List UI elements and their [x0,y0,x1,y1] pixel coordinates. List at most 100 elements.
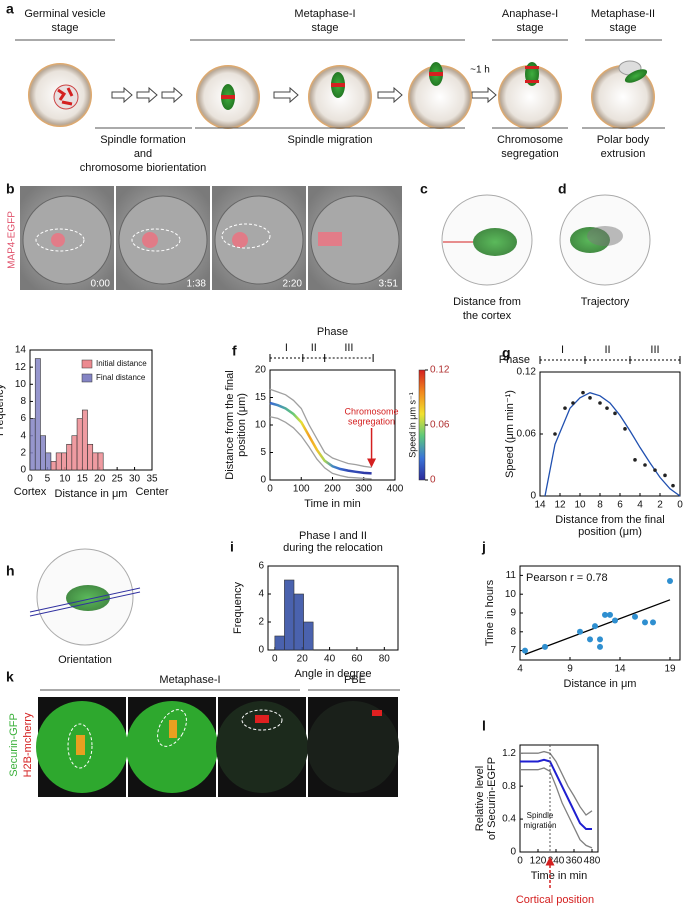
x-tick-label: 30 [129,474,141,485]
y-tick-label: 8 [20,396,26,407]
line [520,750,593,816]
bar [76,418,83,471]
stage-title: stage [610,22,637,34]
bar [55,452,62,471]
panel-c: Distance from the cortex [441,194,533,322]
y-tick-label: 8 [510,626,516,637]
y-tick-label: 0 [20,465,26,476]
point [667,578,673,585]
point [623,427,627,431]
point [581,390,585,395]
axis-end-label: Center [135,486,168,498]
point [612,617,618,624]
axis-end-label: Cortex [14,486,47,498]
x-tick-label: 20 [94,474,106,485]
caption: Orientation [58,654,112,666]
x-tick-label: 240 [548,856,565,867]
phase-label: I [285,342,288,354]
y-tick-label: 15 [255,392,267,403]
point [597,636,603,643]
panel-letter: j [481,539,486,555]
point [588,396,592,400]
x-tick-label: 100 [293,484,310,495]
arrows [111,86,497,104]
phase-label: III [650,344,659,356]
fit-line [544,392,681,497]
panel-letter: i [230,539,234,555]
y-tick-label: 0 [510,847,516,858]
y-tick-label: 0.8 [502,781,516,792]
process-label: Spindle formation [100,134,186,146]
phase-label: II [311,342,317,354]
x-tick-label: 480 [584,856,601,867]
channel-label: Securin-GFP [8,713,20,777]
line [269,388,372,469]
x-axis-label: Time in min [531,870,587,882]
y-tick-label: 0 [260,475,266,486]
y-tick-label: 0.06 [517,429,537,440]
y-tick-label: 10 [505,589,517,600]
y-tick-label: 6 [258,561,264,572]
x-tick-label: 6 [617,500,623,511]
axis-line [29,587,141,613]
point [598,401,602,405]
annotation: Chromosome [345,406,399,416]
timestamp: 0:00 [91,279,111,290]
line [520,767,593,849]
point [607,611,613,618]
trajectory [587,226,623,246]
panel-letter: d [558,181,567,197]
process-label: Polar body [597,134,650,146]
spindle [624,69,648,83]
bar [274,635,285,651]
x-tick-label: 35 [146,474,158,485]
timestamp: 3:51 [379,279,399,290]
point [605,406,609,410]
chromosomes [525,66,539,69]
panel-d: Trajectory [559,194,651,308]
bar [97,452,104,471]
x-tick-label: 8 [597,500,603,511]
x-axis-label: Distance in μm [564,678,637,690]
axis-line [29,591,141,617]
stage-title: Anaphase-I [502,8,558,20]
point [650,619,656,626]
bar [284,579,295,651]
line [520,758,592,830]
x-tick-label: 2 [657,500,663,511]
x-tick-label: 200 [324,484,341,495]
annotation: Pearson r = 0.78 [526,572,608,584]
phase-title: Phase [317,326,348,338]
point [653,468,657,472]
bar [45,452,52,471]
colorbar-label: Speed in μm s⁻¹ [407,392,417,457]
phase-label: I [561,344,564,356]
chromosomes [57,87,74,106]
x-tick-label: 12 [554,500,566,511]
x-tick-label: 60 [351,654,363,665]
marker-label: MAP4-EGFP [7,211,18,269]
process-label: extrusion [601,148,646,160]
bar [71,435,78,471]
y-tick-label: 0.12 [517,367,537,378]
panel-b: MAP4-EGFP 0:00 1:38 2:20 3:51 [7,186,402,290]
axes-frame [267,565,399,651]
panel-letter: a [6,1,14,17]
process-label: chromosome biorientation [80,162,207,174]
panel-letter: k [6,669,14,685]
point [587,636,593,643]
bar [34,358,41,471]
line [269,401,372,475]
caption: Distance from [453,296,521,308]
y-tick-label: 12 [15,362,27,373]
point [613,411,617,416]
legend-swatch [81,373,93,383]
bar [66,443,73,471]
x-tick-label: 20 [297,654,309,665]
phase-title: Phase [499,354,530,366]
x-tick-label: 14 [534,500,546,511]
point [571,401,575,405]
y-tick-label: 20 [255,365,267,376]
y-axis-label: Speed (μm min⁻¹) [504,390,516,478]
